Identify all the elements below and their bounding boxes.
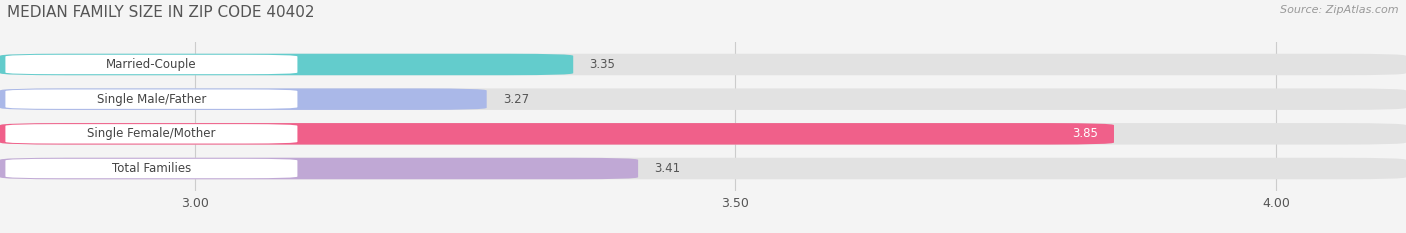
Text: 3.41: 3.41 xyxy=(654,162,681,175)
FancyBboxPatch shape xyxy=(0,88,486,110)
Text: Source: ZipAtlas.com: Source: ZipAtlas.com xyxy=(1281,5,1399,15)
Text: 3.85: 3.85 xyxy=(1071,127,1098,140)
Text: MEDIAN FAMILY SIZE IN ZIP CODE 40402: MEDIAN FAMILY SIZE IN ZIP CODE 40402 xyxy=(7,5,315,20)
FancyBboxPatch shape xyxy=(0,158,638,179)
FancyBboxPatch shape xyxy=(0,88,1406,110)
Text: Married-Couple: Married-Couple xyxy=(105,58,197,71)
FancyBboxPatch shape xyxy=(6,159,298,178)
FancyBboxPatch shape xyxy=(0,123,1406,145)
Text: 3.35: 3.35 xyxy=(589,58,616,71)
FancyBboxPatch shape xyxy=(6,89,298,109)
Text: Single Male/Father: Single Male/Father xyxy=(97,93,207,106)
Text: 3.27: 3.27 xyxy=(503,93,529,106)
FancyBboxPatch shape xyxy=(0,158,1406,179)
FancyBboxPatch shape xyxy=(0,54,574,75)
Text: Single Female/Mother: Single Female/Mother xyxy=(87,127,215,140)
FancyBboxPatch shape xyxy=(6,124,298,144)
FancyBboxPatch shape xyxy=(6,55,298,74)
FancyBboxPatch shape xyxy=(0,123,1114,145)
FancyBboxPatch shape xyxy=(0,54,1406,75)
Text: Total Families: Total Families xyxy=(112,162,191,175)
